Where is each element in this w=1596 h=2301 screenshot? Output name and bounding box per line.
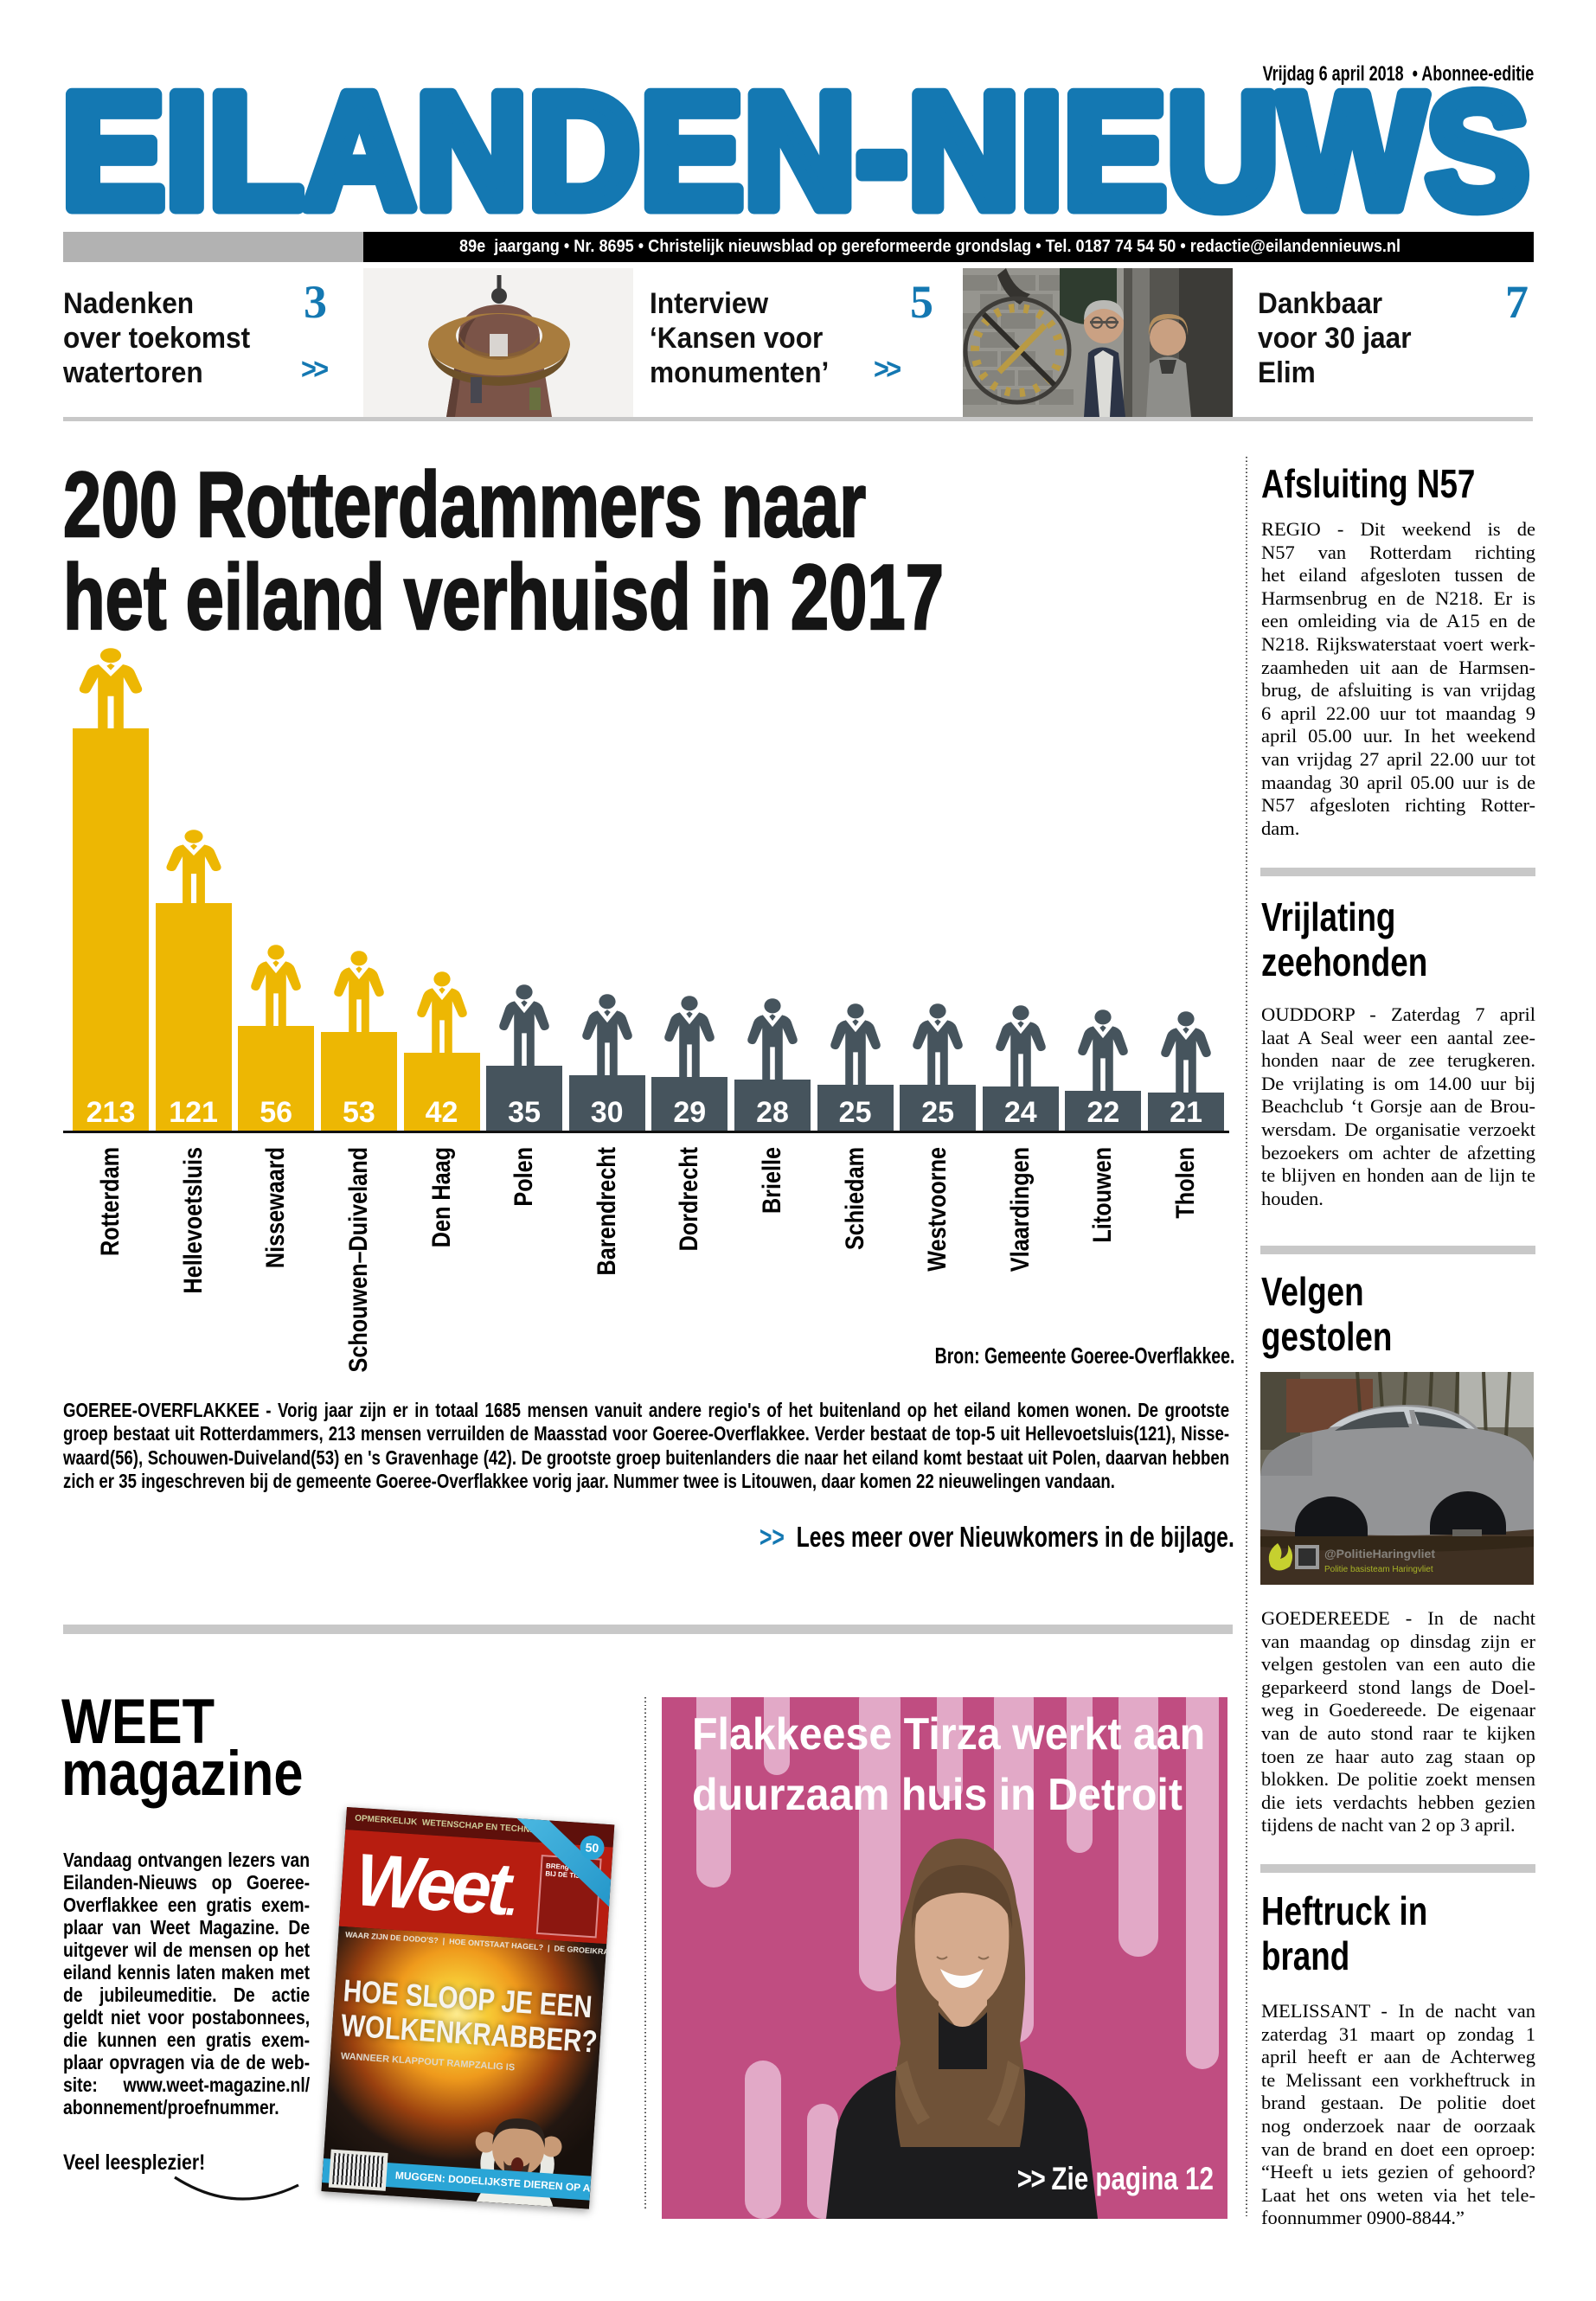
svg-text:EILANDEN-NIEUWS: EILANDEN-NIEUWS: [61, 86, 1529, 217]
svg-text:het eiland verhuisd in 2017: het eiland verhuisd in 2017: [63, 545, 944, 649]
svg-text:@PolitieHaringvliet: @PolitieHaringvliet: [1324, 1547, 1435, 1561]
svg-text:Politie basisteam Haringvliet: Politie basisteam Haringvliet: [1324, 1565, 1433, 1574]
svg-text:200 Rotterdammers naar: 200 Rotterdammers naar: [63, 464, 866, 556]
